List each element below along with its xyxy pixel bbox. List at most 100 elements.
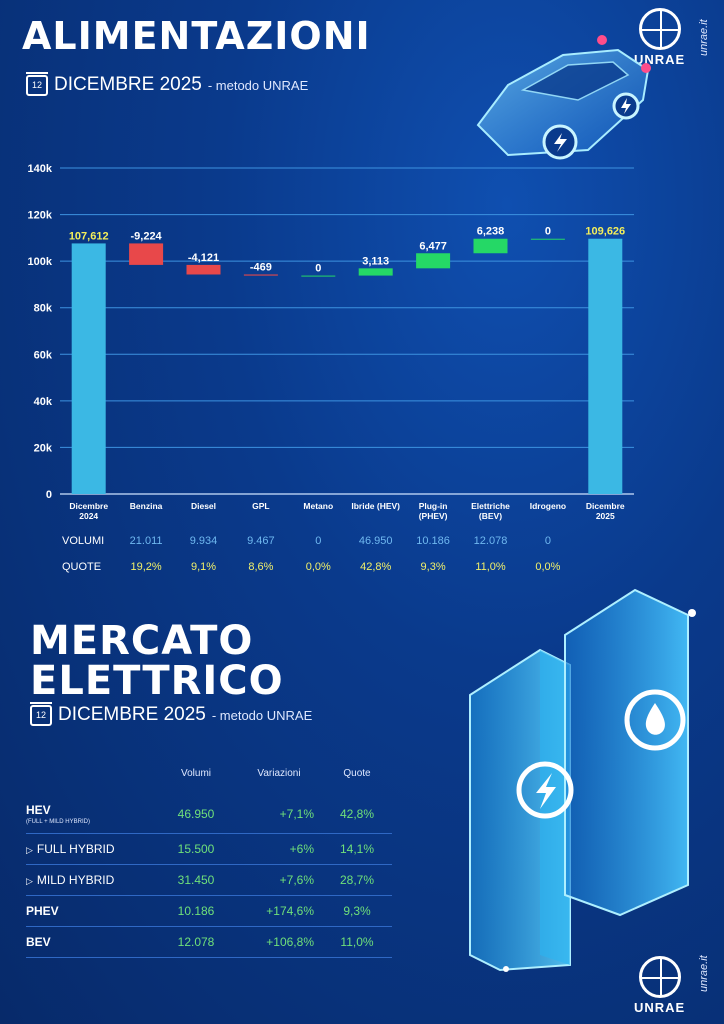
x-tick-label: Dicembre [69, 501, 108, 511]
x-tick-label: Metano [303, 501, 333, 511]
share-value: 9,1% [190, 561, 217, 573]
bar-idrogeno [530, 238, 565, 240]
row-label-text: MILD HYBRID [36, 873, 115, 887]
table-header-row: Volumi Variazioni Quote [26, 764, 392, 795]
period-subtitle: 12 DICEMBRE 2025 - metodo UNRAE [26, 71, 309, 96]
x-tick-label: 2025 [596, 511, 615, 521]
row-volumi: 15.500 [156, 833, 236, 865]
volume-value: 9.934 [189, 535, 218, 547]
table-row: PHEV 10.186 +174,6% 9,3% [26, 895, 392, 927]
row-volumi: 12.078 [156, 926, 236, 958]
row-variazioni: +7,1% [236, 795, 322, 834]
share-value: 9,3% [420, 561, 446, 573]
share-value: 0,0% [535, 561, 561, 573]
x-tick-label: (BEV) [479, 511, 502, 521]
x-tick-label: Dicembre [586, 501, 625, 511]
x-tick-label: Elettriche [471, 501, 510, 511]
y-tick-label: 140k [28, 163, 53, 175]
period-label: DICEMBRE 2025 [54, 74, 202, 95]
volume-value: 21.011 [129, 535, 163, 547]
y-tick-label: 80k [34, 303, 53, 315]
shares-row-label: QUOTE [62, 561, 102, 573]
share-value: 42,8% [360, 561, 392, 573]
site-label: unrae.it [698, 19, 710, 56]
header-volumi: Volumi [180, 768, 211, 779]
y-tick-label: 120k [28, 210, 53, 222]
bar-diesel [186, 264, 221, 275]
y-tick-label: 20k [34, 442, 53, 454]
data-label: 3,113 [362, 255, 389, 267]
row-quote: 28,7% [322, 864, 392, 896]
volume-value: 0 [315, 535, 322, 547]
logo-name: UNRAE [634, 1000, 686, 1015]
charging-stations-illustration [469, 588, 696, 972]
y-tick-label: 100k [28, 256, 53, 268]
x-tick-label: Ibride (HEV) [351, 501, 400, 511]
header-empty [26, 764, 156, 795]
bar-dicembre-2025 [588, 238, 623, 494]
electric-market-table: Volumi Variazioni Quote HEV (FULL + MILD… [26, 764, 392, 958]
data-label: 107,612 [69, 230, 109, 242]
globe-icon [638, 956, 681, 998]
row-volumi: 46.950 [156, 795, 236, 834]
data-label: 109,626 [585, 226, 625, 238]
data-label: -9,224 [130, 230, 162, 242]
x-tick-label: Plug-in [419, 501, 448, 511]
electric-car-illustration [476, 35, 651, 160]
period-label: DICEMBRE 2025 [58, 704, 206, 725]
row-quote: 9,3% [322, 895, 392, 927]
table-row: BEV 12.078 +106,8% 11,0% [26, 926, 392, 958]
bar-gpl [243, 274, 278, 276]
data-label: -4,121 [188, 252, 219, 264]
volumes-row-label: VOLUMI [62, 535, 105, 547]
section2-title-line2: ELETTRICO [30, 658, 284, 704]
row-label: HEV (FULL + MILD HYBRID) [26, 795, 156, 834]
row-label-text: HEV [26, 803, 51, 817]
y-axis-ticks: 0 20k 40k 60k 80k 100k 120k 140k [28, 163, 53, 501]
bar-metano [301, 275, 336, 277]
bar-dicembre-2024 [71, 243, 106, 494]
bar-labels: 107,612 -9,224 -4,121 -469 0 3,113 6,477 6,238 0… [69, 226, 625, 275]
y-tick-label: 0 [46, 489, 52, 501]
y-tick-label: 60k [34, 349, 53, 361]
header-quote: Quote [343, 768, 371, 779]
data-label: 6,477 [419, 240, 447, 252]
waterfall-chart: 0 20k 40k 60k 80k 100k 120k 140k 107,612 -9,224 -… [28, 163, 634, 521]
row-variazioni: +7,6% [236, 864, 322, 896]
table-row: ▷ MILD HYBRID 31.450 +7,6% 28,7% [26, 864, 392, 896]
triangle-icon: ▷ [26, 876, 33, 886]
x-tick-label: Idrogeno [530, 501, 566, 511]
row-label: ▷ MILD HYBRID [26, 864, 156, 896]
bar-benzina [129, 243, 164, 265]
method-label: - metodo UNRAE [207, 78, 309, 93]
row-quote: 14,1% [322, 833, 392, 865]
row-volumi: 31.450 [156, 864, 236, 896]
data-label: 0 [315, 263, 321, 275]
y-tick-label: 40k [34, 396, 53, 408]
data-label: -469 [250, 261, 272, 273]
share-value: 19,2% [130, 561, 162, 573]
row-quote: 11,0% [322, 926, 392, 958]
x-tick-label: GPL [252, 501, 269, 511]
triangle-icon: ▷ [26, 845, 33, 855]
row-label: ▷ FULL HYBRID [26, 833, 156, 865]
x-tick-label: Benzina [130, 501, 163, 511]
page-title: ALIMENTAZIONI [22, 14, 371, 58]
row-volumi: 10.186 [156, 895, 236, 927]
chart-grid [60, 167, 634, 495]
x-tick-label: (PHEV) [419, 511, 448, 521]
row-label: BEV [26, 926, 156, 958]
method-label: - metodo UNRAE [211, 708, 313, 723]
row-sublabel: (FULL + MILD HYBRID) [26, 819, 90, 825]
row-label: PHEV [26, 895, 156, 927]
data-label: 0 [545, 226, 551, 238]
x-tick-label: Diesel [191, 501, 216, 511]
volume-value: 46.950 [358, 535, 393, 547]
bar-ibride-hev- [358, 268, 393, 276]
volume-value: 12.078 [473, 535, 508, 547]
share-value: 11,0% [475, 561, 506, 573]
header-variazioni: Variazioni [257, 768, 301, 779]
share-value: 0,0% [305, 561, 331, 573]
row-label-text: FULL HYBRID [36, 842, 115, 856]
